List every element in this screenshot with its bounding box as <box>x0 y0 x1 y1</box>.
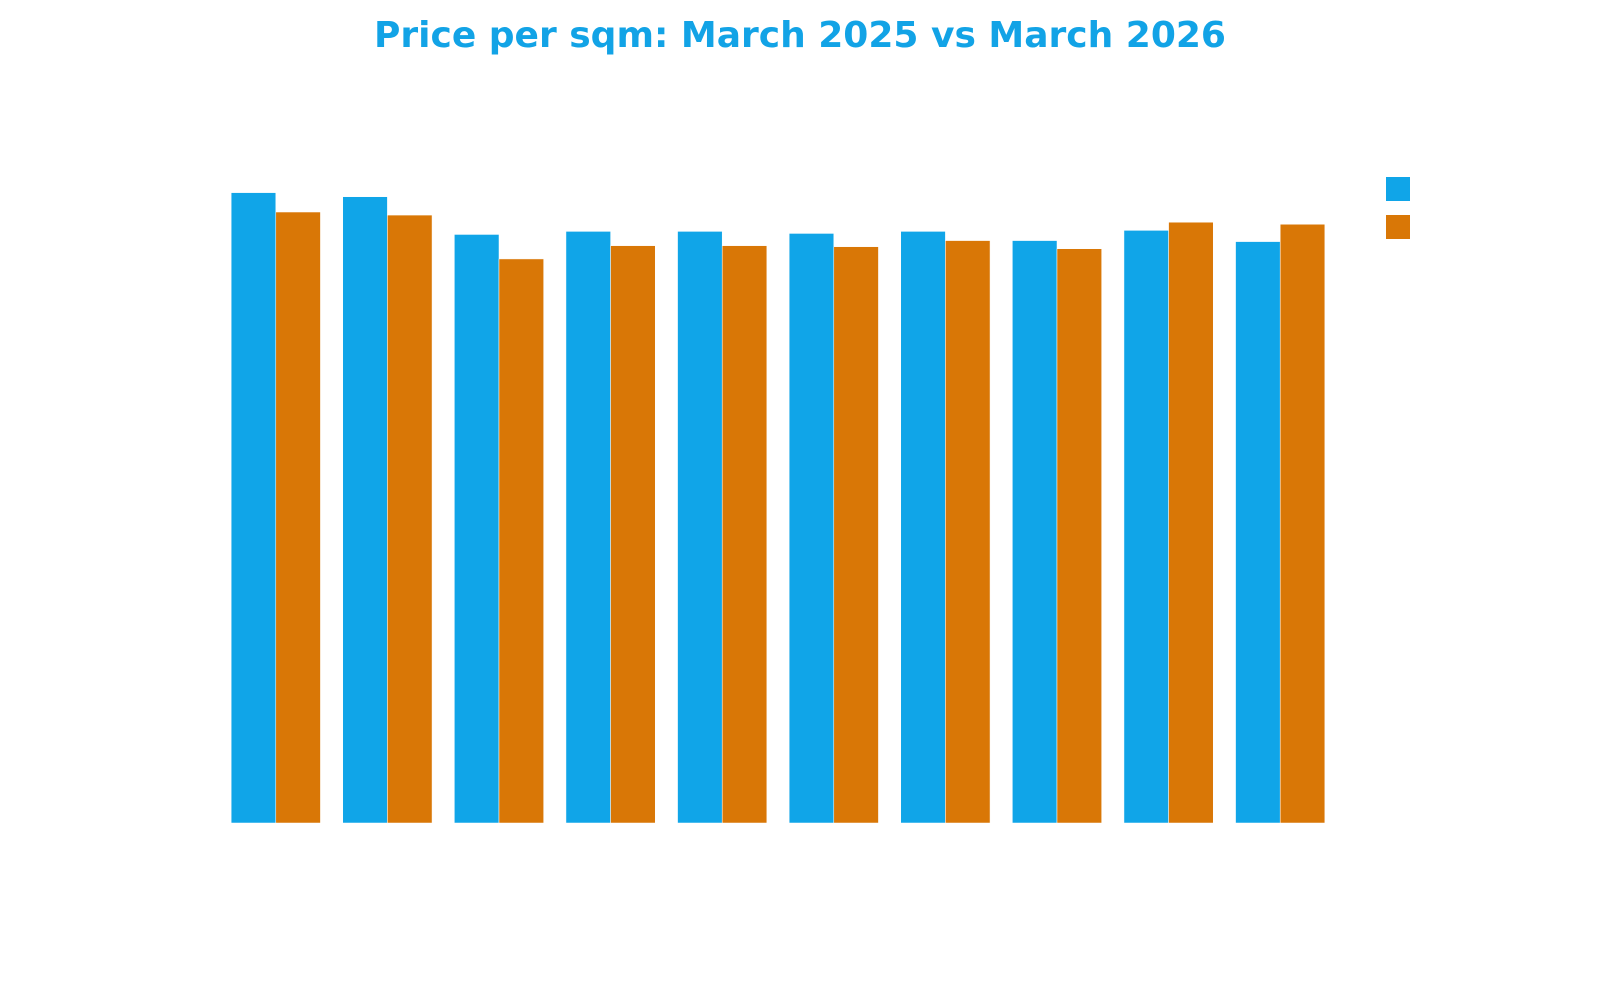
bar <box>1235 241 1281 824</box>
bar <box>900 231 946 824</box>
legend-swatch <box>1386 215 1410 239</box>
bar <box>454 234 500 824</box>
bar <box>833 246 879 824</box>
bar <box>565 231 611 824</box>
bar <box>230 192 277 824</box>
bar <box>788 233 835 824</box>
bar <box>610 245 656 824</box>
bar <box>1279 224 1326 824</box>
bar <box>275 211 321 824</box>
bar <box>945 240 991 824</box>
bar <box>1012 240 1058 824</box>
bar <box>677 231 723 824</box>
bar <box>1168 221 1214 824</box>
chart-title: Price per sqm: March 2025 vs March 2026 <box>374 15 1226 56</box>
bar <box>342 196 388 824</box>
bar <box>721 245 768 824</box>
bar <box>387 214 433 824</box>
bar <box>1056 248 1102 824</box>
bar <box>498 258 544 824</box>
bar <box>1123 230 1169 824</box>
legend-swatch <box>1386 177 1410 201</box>
